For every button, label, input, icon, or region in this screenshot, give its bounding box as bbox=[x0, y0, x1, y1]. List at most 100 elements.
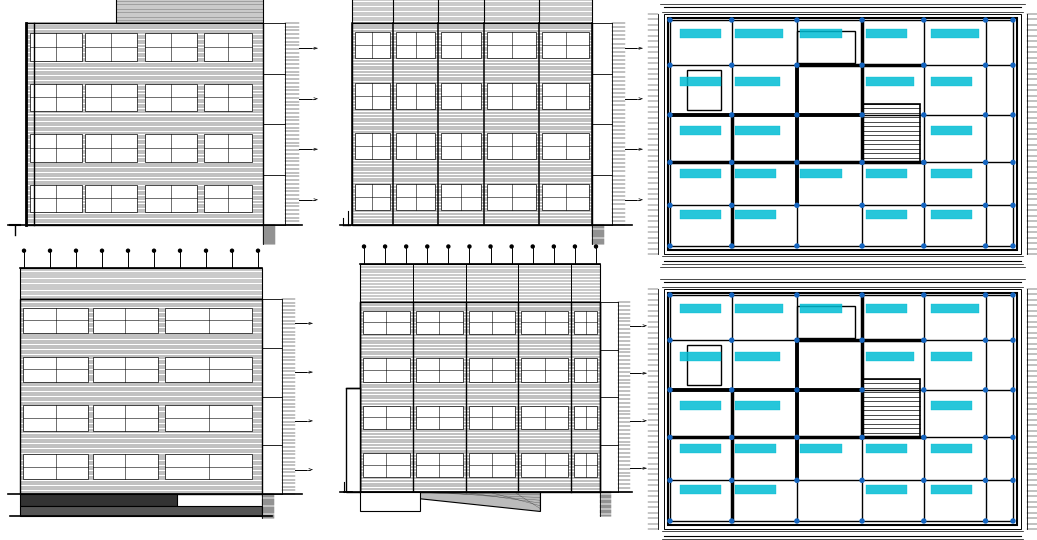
Circle shape bbox=[922, 293, 926, 297]
Circle shape bbox=[860, 63, 864, 67]
Bar bbox=[487, 32, 536, 58]
Circle shape bbox=[922, 113, 926, 117]
Circle shape bbox=[668, 204, 672, 207]
Circle shape bbox=[795, 338, 798, 342]
Circle shape bbox=[1011, 519, 1015, 523]
Bar bbox=[165, 308, 252, 333]
Bar bbox=[866, 485, 906, 494]
Circle shape bbox=[668, 160, 672, 164]
Bar bbox=[801, 29, 841, 38]
Circle shape bbox=[860, 338, 864, 342]
Circle shape bbox=[860, 113, 864, 117]
Circle shape bbox=[983, 18, 987, 22]
Circle shape bbox=[922, 204, 926, 207]
Bar bbox=[363, 453, 410, 477]
Bar bbox=[680, 444, 722, 453]
Circle shape bbox=[730, 388, 734, 392]
Bar bbox=[116, 0, 263, 23]
Circle shape bbox=[795, 63, 798, 67]
Bar bbox=[92, 308, 158, 333]
Circle shape bbox=[730, 435, 734, 440]
Bar bbox=[680, 352, 722, 361]
Bar bbox=[866, 29, 906, 38]
Bar bbox=[522, 453, 568, 477]
Polygon shape bbox=[360, 492, 540, 511]
Bar bbox=[352, 0, 592, 23]
Circle shape bbox=[668, 18, 672, 22]
Bar bbox=[680, 485, 722, 494]
Circle shape bbox=[23, 249, 26, 252]
Circle shape bbox=[860, 519, 864, 523]
Bar bbox=[442, 184, 481, 210]
Bar bbox=[396, 32, 436, 58]
Circle shape bbox=[75, 249, 78, 252]
Circle shape bbox=[983, 63, 987, 67]
Bar bbox=[416, 310, 463, 334]
Circle shape bbox=[795, 160, 798, 164]
Bar bbox=[930, 210, 972, 219]
Circle shape bbox=[1011, 113, 1015, 117]
Circle shape bbox=[573, 245, 577, 248]
Circle shape bbox=[795, 388, 798, 392]
Bar bbox=[930, 126, 972, 135]
Bar bbox=[542, 32, 589, 58]
Bar bbox=[688, 70, 722, 110]
Bar bbox=[735, 352, 780, 361]
Circle shape bbox=[363, 245, 365, 248]
Circle shape bbox=[860, 293, 864, 297]
Circle shape bbox=[730, 519, 734, 523]
Circle shape bbox=[127, 249, 130, 252]
Bar bbox=[680, 77, 722, 85]
Circle shape bbox=[531, 245, 534, 248]
Circle shape bbox=[489, 245, 492, 248]
Bar bbox=[352, 23, 592, 225]
Bar bbox=[20, 268, 262, 299]
Circle shape bbox=[178, 249, 181, 252]
Bar bbox=[363, 310, 410, 334]
Bar bbox=[930, 444, 972, 453]
Circle shape bbox=[668, 63, 672, 67]
Bar bbox=[735, 210, 777, 219]
Bar bbox=[203, 33, 252, 61]
Circle shape bbox=[384, 245, 387, 248]
Bar bbox=[522, 406, 568, 429]
Circle shape bbox=[795, 244, 798, 248]
Bar bbox=[862, 379, 921, 437]
Bar bbox=[469, 310, 515, 334]
Bar bbox=[574, 453, 597, 477]
Bar bbox=[735, 29, 783, 38]
Bar bbox=[469, 358, 515, 382]
Bar bbox=[680, 401, 722, 410]
Bar bbox=[144, 185, 197, 212]
Bar bbox=[866, 444, 906, 453]
Circle shape bbox=[668, 388, 672, 392]
Bar bbox=[165, 454, 252, 480]
Circle shape bbox=[668, 244, 672, 248]
Circle shape bbox=[860, 478, 864, 482]
Bar bbox=[355, 133, 390, 159]
Circle shape bbox=[983, 338, 987, 342]
Bar bbox=[360, 302, 600, 492]
Bar bbox=[735, 444, 777, 453]
Circle shape bbox=[922, 160, 926, 164]
Bar bbox=[416, 406, 463, 429]
Circle shape bbox=[668, 293, 672, 297]
Circle shape bbox=[795, 204, 798, 207]
Bar bbox=[866, 169, 906, 178]
Circle shape bbox=[49, 249, 52, 252]
Circle shape bbox=[1011, 435, 1015, 440]
Circle shape bbox=[983, 113, 987, 117]
Bar bbox=[866, 210, 906, 219]
Circle shape bbox=[730, 204, 734, 207]
Bar bbox=[363, 406, 410, 429]
Circle shape bbox=[860, 18, 864, 22]
Bar bbox=[23, 356, 88, 382]
Bar bbox=[30, 33, 82, 61]
Bar bbox=[20, 506, 262, 516]
Bar bbox=[23, 406, 88, 430]
Circle shape bbox=[152, 249, 156, 252]
Circle shape bbox=[594, 245, 597, 248]
Circle shape bbox=[795, 478, 798, 482]
Circle shape bbox=[101, 249, 104, 252]
Bar bbox=[680, 210, 722, 219]
